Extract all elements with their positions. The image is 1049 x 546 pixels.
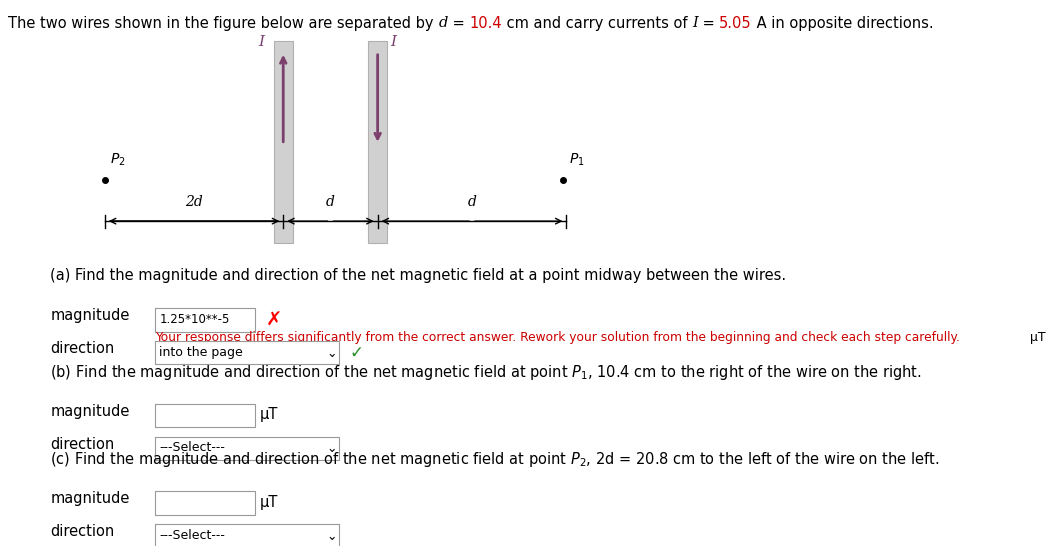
Text: 5.05: 5.05 (720, 16, 752, 31)
Text: 10.4: 10.4 (469, 16, 501, 31)
Bar (155, 524, 339, 546)
Text: d: d (326, 195, 335, 209)
Text: 1.25*10**-5: 1.25*10**-5 (159, 313, 230, 326)
Text: into the page: into the page (159, 346, 243, 359)
Text: A in opposite directions.: A in opposite directions. (752, 16, 934, 31)
Text: d: d (468, 195, 476, 209)
Text: $P_1$: $P_1$ (569, 152, 584, 168)
Text: I: I (692, 16, 698, 31)
Text: μT: μT (260, 407, 279, 422)
Text: direction: direction (50, 524, 114, 539)
Text: (a) Find the magnitude and direction of the net magnetic field at a point midway: (a) Find the magnitude and direction of … (50, 268, 787, 282)
Text: Your response differs significantly from the correct answer. Rework your solutio: Your response differs significantly from… (155, 331, 960, 345)
Bar (155, 404, 255, 427)
Text: ⌄: ⌄ (326, 442, 337, 455)
Text: The two wires shown in the figure below are separated by: The two wires shown in the figure below … (8, 16, 438, 31)
Text: (b) Find the magnitude and direction of the net magnetic field at point $P_1$, 1: (b) Find the magnitude and direction of … (50, 363, 922, 382)
Text: ---Select---: ---Select--- (159, 441, 226, 454)
Bar (368, 41, 387, 243)
Text: I: I (390, 35, 397, 49)
Text: cm and carry currents of: cm and carry currents of (501, 16, 692, 31)
Text: μT: μT (260, 495, 279, 509)
Text: I: I (258, 35, 264, 49)
Bar (274, 41, 293, 243)
Bar (155, 341, 339, 365)
Bar (155, 491, 255, 514)
Text: direction: direction (50, 437, 114, 452)
Text: d: d (438, 16, 448, 31)
Text: μT: μT (1030, 331, 1046, 345)
Text: magnitude: magnitude (50, 308, 130, 323)
Text: ✓: ✓ (349, 344, 363, 362)
Bar (155, 437, 339, 460)
Text: =: = (698, 16, 720, 31)
Text: =: = (448, 16, 469, 31)
Text: magnitude: magnitude (50, 491, 130, 506)
Text: $P_2$: $P_2$ (110, 152, 126, 168)
Text: (c) Find the magnitude and direction of the net magnetic field at point $P_2$, 2: (c) Find the magnitude and direction of … (50, 450, 940, 470)
Text: direction: direction (50, 341, 114, 356)
Text: magnitude: magnitude (50, 404, 130, 419)
Text: ✗: ✗ (265, 311, 282, 330)
Text: ⌄: ⌄ (326, 347, 337, 360)
Text: ---Select---: ---Select--- (159, 529, 226, 542)
Text: ⌄: ⌄ (326, 530, 337, 543)
Bar (155, 308, 255, 331)
Text: 2d: 2d (186, 195, 202, 209)
